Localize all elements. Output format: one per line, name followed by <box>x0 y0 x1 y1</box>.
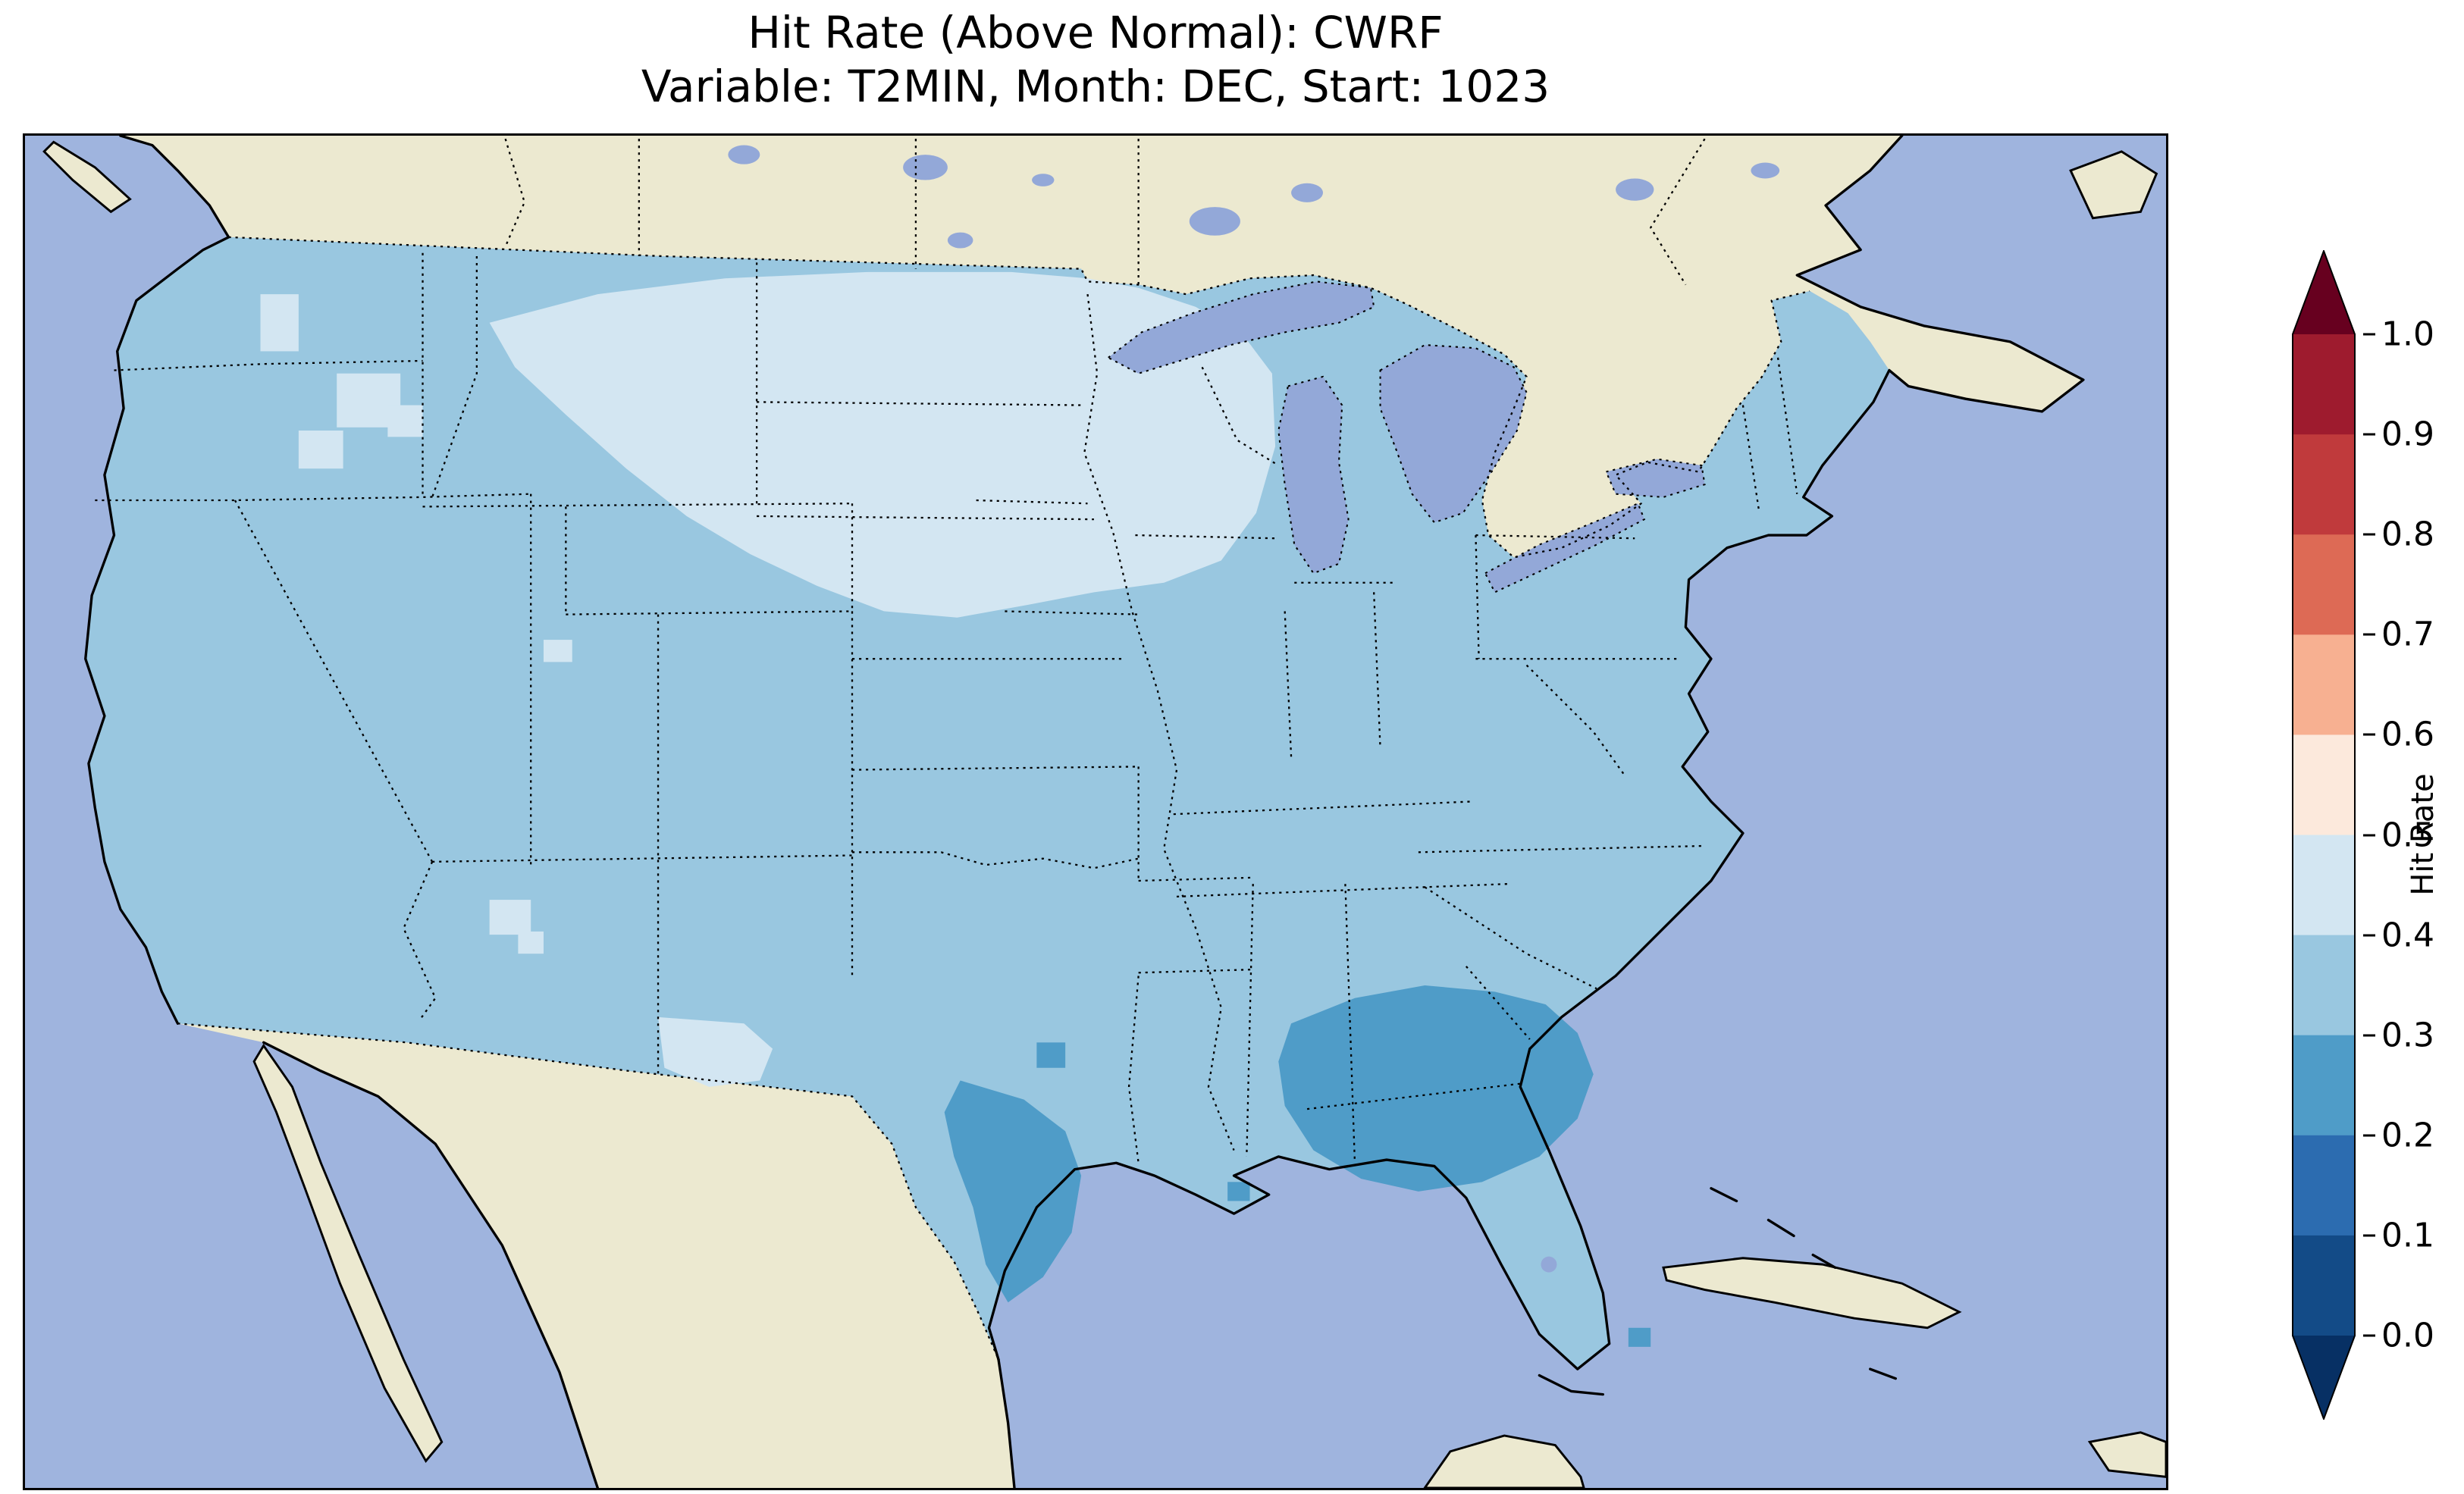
colorbar-tick-mark <box>2363 333 2375 336</box>
colorbar-tick-label: 0.1 <box>2381 1216 2434 1255</box>
colorbar-tick-label: 0.2 <box>2381 1116 2434 1155</box>
islands <box>42 140 2166 1488</box>
colorbar-tick-label: 0.3 <box>2381 1016 2434 1055</box>
colorbar-tick: 0.5 <box>2363 816 2434 854</box>
state-borders <box>95 252 1798 1164</box>
hispaniola-corner <box>2087 1431 2166 1478</box>
colorbar-bins <box>2292 334 2356 1336</box>
us-hitrate-pale-patches <box>260 271 1276 1087</box>
great-lakes <box>1106 280 1706 1273</box>
colorbar-tick: 0.0 <box>2363 1317 2434 1355</box>
colorbar-tick-mark <box>2363 1234 2375 1237</box>
colorbar-tick: 0.3 <box>2363 1016 2434 1054</box>
map-axes <box>23 133 2168 1490</box>
colorbar-tick-mark <box>2363 733 2375 736</box>
colorbar-tick: 0.9 <box>2363 415 2434 454</box>
colorbar <box>2292 249 2356 1421</box>
colorbar-tick: 0.2 <box>2363 1116 2434 1154</box>
lake-superior <box>1106 280 1375 374</box>
colorbar-tick-label: 1.0 <box>2381 315 2434 354</box>
canada-lakes <box>728 145 1780 249</box>
vancouver-island <box>42 140 132 214</box>
yucatan-peninsula <box>1423 1434 1585 1488</box>
colorbar-tick-mark <box>2363 1034 2375 1037</box>
colorbar-tick-label: 0.4 <box>2381 916 2434 955</box>
colorbar-tick-label: 0.6 <box>2381 715 2434 754</box>
colorbar-tick-mark <box>2363 934 2375 937</box>
colorbar-segment <box>2292 1235 2356 1336</box>
colorbar-arrow-under <box>2292 1336 2356 1420</box>
colorbar-axis-label: Hit Rate <box>2406 773 2440 896</box>
title-line-2: Variable: T2MIN, Month: DEC, Start: 1023 <box>641 60 1550 112</box>
colorbar-tick-mark <box>2363 533 2375 536</box>
country-borders <box>177 236 1810 1361</box>
colorbar-tick-label: 0.7 <box>2381 615 2434 654</box>
cuba-island <box>1662 1257 1962 1330</box>
colorbar-svg <box>2292 249 2356 1421</box>
title-line-1: Hit Rate (Above Normal): CWRF <box>748 7 1444 58</box>
lake-erie <box>1484 502 1646 594</box>
colorbar-segment <box>2292 835 2356 936</box>
colorbar-tick-label: 0.9 <box>2381 415 2434 454</box>
colorbar-segment <box>2292 534 2356 635</box>
colorbar-tick-label: 0.8 <box>2381 515 2434 554</box>
newfoundland-island <box>2069 150 2158 220</box>
lake-huron <box>1379 344 1528 524</box>
map-svg <box>25 136 2166 1488</box>
colorbar-segment <box>2292 634 2356 735</box>
colorbar-tick-label: 0.0 <box>2381 1316 2434 1355</box>
canada-landmass <box>25 136 2083 558</box>
colorbar-tick-mark <box>2363 1134 2375 1137</box>
colorbar-tick: 0.4 <box>2363 916 2434 954</box>
colorbar-tick-mark <box>2363 433 2375 436</box>
colorbar-segment <box>2292 1135 2356 1236</box>
lake-okeechobee <box>1541 1256 1557 1273</box>
colorbar-segment <box>2292 434 2356 535</box>
colorbar-outline <box>2292 249 2356 1421</box>
colorbar-tick: 0.8 <box>2363 515 2434 554</box>
colorbar-tick: 0.1 <box>2363 1216 2434 1254</box>
colorbar-tick-mark <box>2363 834 2375 836</box>
baja-peninsula <box>252 1043 444 1464</box>
colorbar-segment <box>2292 1035 2356 1136</box>
us-hitrate-dark-patches <box>944 985 1651 1347</box>
colorbar-tick: 0.6 <box>2363 716 2434 754</box>
coastlines <box>84 136 2085 1488</box>
colorbar-tick-label: 0.5 <box>2381 816 2434 854</box>
lake-michigan <box>1277 375 1350 575</box>
colorbar-segment <box>2292 334 2356 435</box>
colorbar-tick: 1.0 <box>2363 315 2434 354</box>
colorbar-tick: 0.7 <box>2363 615 2434 654</box>
colorbar-tick-mark <box>2363 633 2375 636</box>
figure-title: Hit Rate (Above Normal): CWRF Variable: … <box>23 6 2168 114</box>
colorbar-ticks: 1.0 0.9 0.8 0.7 0.6 0.5 0.4 0.3 0.2 0.1 0.0 <box>2363 315 2462 1355</box>
colorbar-segment <box>2292 935 2356 1036</box>
colorbar-tick-mark <box>2363 1334 2375 1337</box>
mexico-landmass <box>177 1023 1014 1488</box>
colorbar-segment <box>2292 734 2356 836</box>
colorbar-arrow-over <box>2292 250 2356 334</box>
bahamas-keys <box>1538 1187 1898 1396</box>
